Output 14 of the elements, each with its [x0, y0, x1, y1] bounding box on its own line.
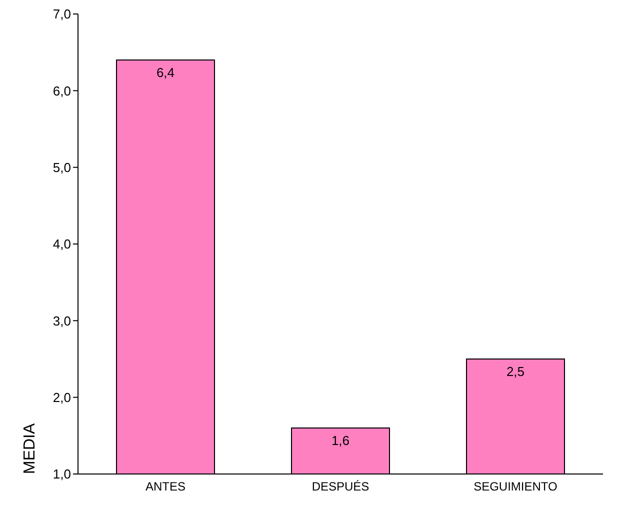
x-tick-label: SEGUIMIENTO — [474, 480, 558, 494]
data-label: 1,6 — [331, 433, 350, 448]
y-tick-label: 4,0 — [52, 236, 71, 252]
y-tick-label: 7,0 — [52, 6, 71, 22]
y-tick-label: 1,0 — [52, 466, 71, 482]
x-tick-label: ANTES — [145, 480, 186, 494]
y-tick-label: 2,0 — [52, 390, 71, 405]
y-axis-title: MEDIA — [22, 423, 38, 474]
data-label: 6,4 — [156, 65, 175, 80]
x-tick-label: DESPUÉS — [312, 480, 370, 494]
y-tick-label: 5,0 — [52, 160, 71, 175]
data-label: 2,5 — [506, 364, 525, 380]
y-tick-label: 6,0 — [52, 83, 71, 98]
y-tick-label: 3,0 — [52, 313, 71, 328]
